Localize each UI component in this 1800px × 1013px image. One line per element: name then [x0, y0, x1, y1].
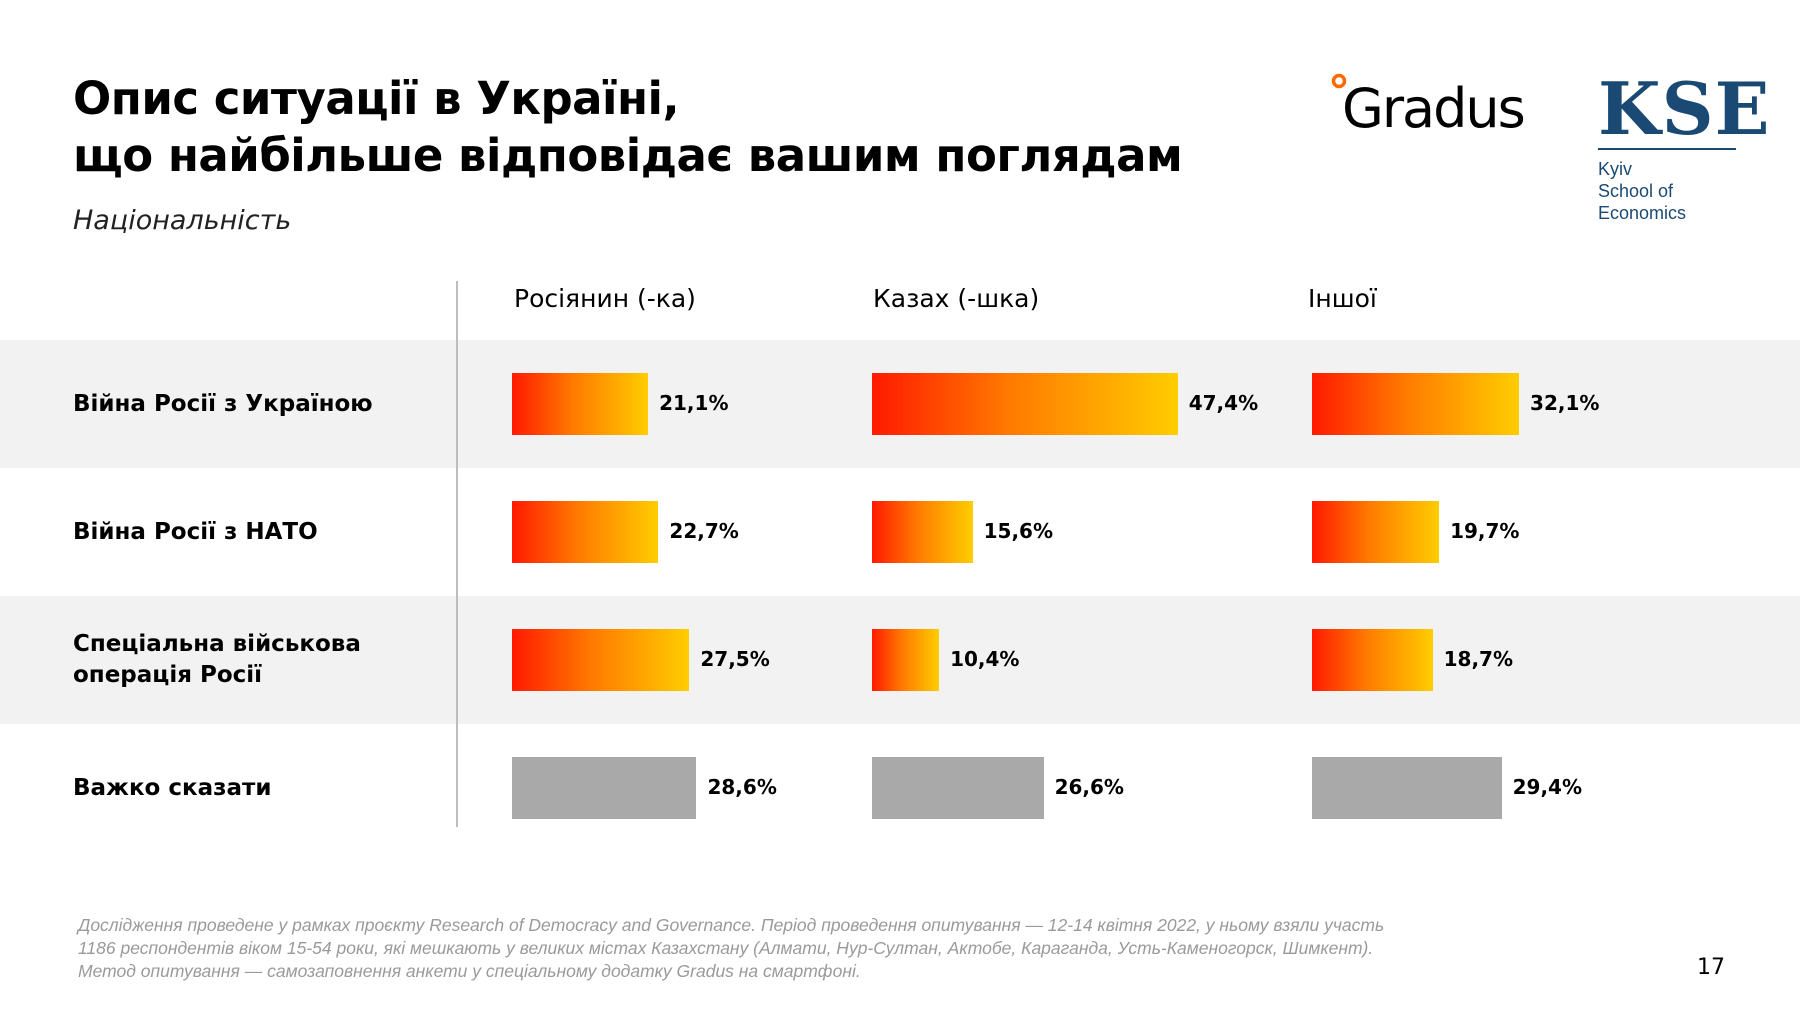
column-header-russian: Росіянин (-ка): [514, 284, 696, 313]
slide-title: Опис ситуації в Україні, що найбільше ві…: [73, 70, 1183, 184]
row-label-war-with-ukraine: Війна Росії з Україною: [73, 390, 373, 417]
value-label-kazakh-row-4: 26,6%: [1054, 775, 1124, 799]
value-label-kazakh-row-1: 47,4%: [1188, 391, 1259, 415]
gradus-dot-icon: [1331, 73, 1347, 89]
kse-caption-line-3: Economics: [1598, 203, 1687, 223]
kse-caption-line-2: School of: [1598, 181, 1674, 201]
bar-russian-row-2: [512, 501, 659, 563]
bar-other-row-2: [1312, 501, 1440, 563]
bar-other-row-3: [1312, 629, 1433, 691]
title-line-1: Опис ситуації в Україні,: [73, 72, 680, 125]
kse-wordmark: KSE: [1598, 66, 1771, 151]
value-label-russian-row-1: 21,1%: [659, 391, 729, 415]
bar-other-row-1: [1312, 373, 1520, 435]
column-header-kazakh: Казах (-шка): [873, 284, 1040, 313]
bar-russian-row-3: [512, 629, 690, 691]
slide-subtitle: Національність: [73, 205, 292, 236]
row-label-hard-to-say: Важко сказати: [73, 774, 272, 801]
value-label-other-row-2: 19,7%: [1450, 519, 1520, 543]
value-label-other-row-3: 18,7%: [1443, 647, 1513, 671]
value-label-russian-row-4: 28,6%: [707, 775, 777, 799]
kse-caption: Kyiv School of Economics: [1598, 158, 1736, 224]
value-label-kazakh-row-2: 15,6%: [983, 519, 1053, 543]
kse-logo: KSE Kyiv School of Economics: [1598, 66, 1771, 224]
title-line-2: що найбільше відповідає вашим поглядам: [73, 129, 1183, 182]
bar-russian-row-1: [512, 373, 649, 435]
row-label-special-operation: Спеціальна військова операція Росії: [73, 631, 361, 688]
value-label-other-row-1: 32,1%: [1530, 391, 1600, 415]
label-divider: [456, 281, 458, 827]
bar-kazakh-row-2: [872, 501, 973, 563]
row-label-war-with-nato: Війна Росії з НАТО: [73, 518, 318, 545]
bar-kazakh-row-4: [872, 757, 1044, 819]
value-label-other-row-4: 29,4%: [1512, 775, 1583, 799]
page-number: 17: [1697, 955, 1725, 980]
value-label-russian-row-3: 27,5%: [700, 647, 770, 671]
bar-russian-row-4: [512, 757, 697, 819]
bar-other-row-4: [1312, 757, 1502, 819]
column-header-other: Іншої: [1308, 284, 1377, 313]
kse-caption-line-1: Kyiv: [1598, 159, 1633, 179]
gradus-logo: Gradus: [1328, 68, 1526, 140]
bar-kazakh-row-1: [872, 373, 1178, 435]
bar-kazakh-row-3: [872, 629, 940, 691]
value-label-kazakh-row-3: 10,4%: [950, 647, 1020, 671]
kse-underline: [1598, 148, 1736, 150]
gradus-wordmark: Gradus: [1342, 77, 1526, 140]
methodology-footnote: Дослідження проведене у рамках проєкту R…: [78, 915, 1385, 981]
value-label-russian-row-2: 22,7%: [669, 519, 739, 543]
